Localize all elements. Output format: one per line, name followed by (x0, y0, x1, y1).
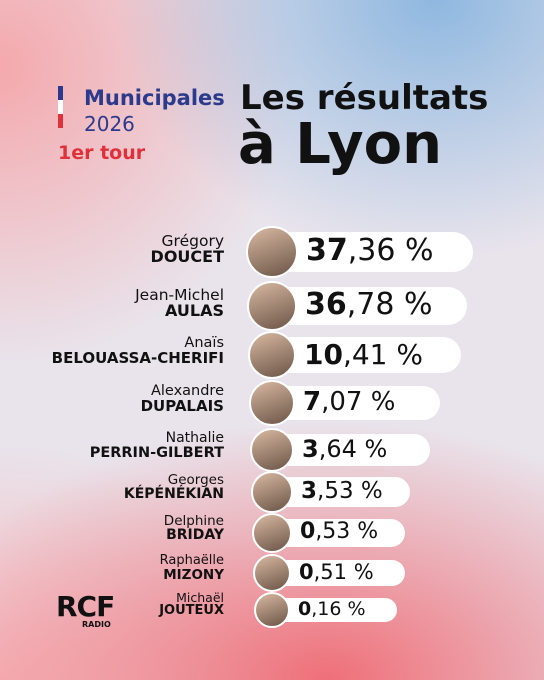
round: 1er tour (58, 142, 146, 164)
first-name: Delphine (163, 513, 224, 529)
candidate-name: Delphine BRIDAY (164, 514, 224, 543)
candidate-name: Alexandre DUPALAIS (140, 383, 224, 416)
flag-red (58, 114, 63, 128)
year: 2026 (84, 112, 135, 136)
result-value: 10,41 % (304, 337, 424, 371)
result-value: 0,53 % (300, 519, 379, 545)
result-value: 37,36 % (306, 233, 434, 269)
last-name: PERRIN-GILBERT (89, 444, 224, 461)
title-line1: Les résultats (240, 78, 489, 118)
last-name: KÉPÉNÉKIAN (123, 486, 224, 503)
candidate-photo (246, 226, 298, 278)
candidate-photo (253, 554, 291, 592)
candidate-photo (252, 513, 292, 553)
title-line2: à Lyon (238, 112, 443, 177)
result-value: 0,51 % (299, 559, 374, 584)
result-value: 0,16 % (298, 598, 366, 621)
candidate-name: Georges KÉPÉNÉKIAN (124, 473, 224, 502)
first-name: Raphaëlle (159, 553, 224, 568)
result-value: 3,53 % (301, 477, 383, 504)
last-name: DUPALAIS (140, 397, 224, 416)
first-name: Nathalie (165, 430, 224, 446)
candidate-name: Raphaëlle MIZONY (160, 554, 224, 582)
candidate-name: Michaël JOUTEUX (159, 591, 224, 618)
candidate-photo (254, 592, 290, 628)
last-name: MIZONY (163, 566, 224, 583)
result-value: 36,78 % (305, 287, 433, 323)
last-name: BELOUASSA-CHERIFI (51, 349, 224, 368)
candidate-photo (248, 331, 296, 379)
last-name: JOUTEUX (159, 603, 224, 619)
first-name: Grégory (161, 232, 224, 250)
first-name: Anaïs (184, 335, 224, 351)
first-name: Jean-Michel (135, 286, 224, 304)
first-name: Alexandre (150, 383, 224, 399)
result-value: 3,64 % (302, 435, 388, 464)
flag-blue (58, 86, 63, 100)
candidate-name: Jean-Michel AULAS (135, 287, 224, 320)
result-value: 7,07 % (303, 386, 396, 417)
candidate-photo (250, 428, 294, 472)
candidate-photo (247, 281, 297, 331)
first-name: Georges (167, 472, 224, 488)
candidate-photo (249, 380, 295, 426)
candidate-name: Nathalie PERRIN-GILBERT (90, 431, 224, 461)
last-name: BRIDAY (166, 527, 224, 544)
candidate-name: Anaïs BELOUASSA-CHERIFI (51, 335, 224, 368)
logo-sub: RADIO (82, 620, 111, 629)
last-name: DOUCET (150, 247, 224, 267)
flag-white (58, 100, 63, 114)
logo: RCF (56, 590, 115, 623)
last-name: AULAS (165, 301, 224, 321)
first-name: Michaël (176, 590, 224, 605)
candidate-photo (251, 471, 293, 513)
candidate-name: Grégory DOUCET (151, 233, 224, 266)
brand: Municipales (84, 86, 225, 110)
